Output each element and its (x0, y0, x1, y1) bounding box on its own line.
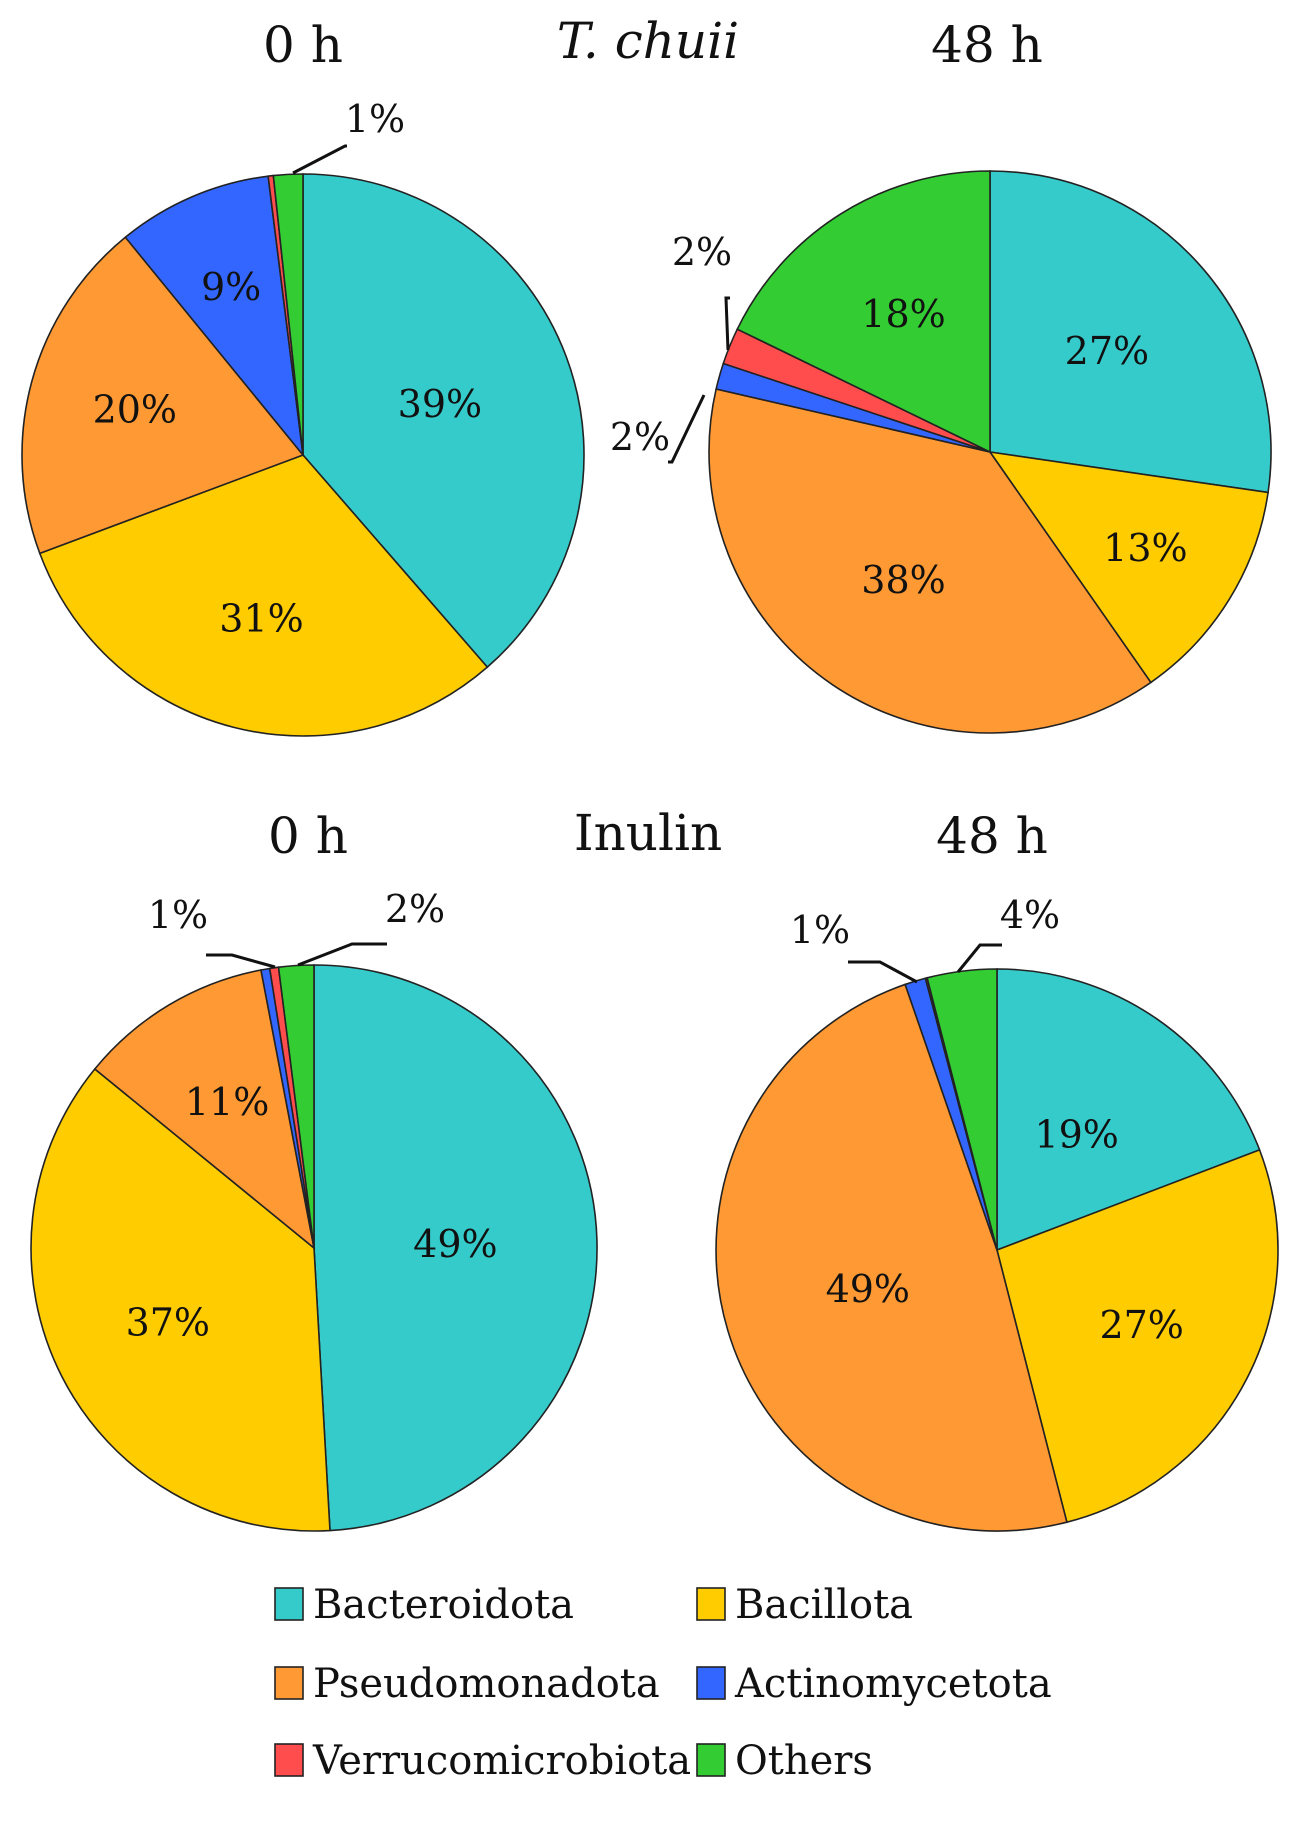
pie-2: 27% 13% 38% 2% 2% 18% (610, 170, 1272, 734)
pie-3-leader-verrucomicrobiota (206, 953, 276, 969)
pie-4-title: 48 h (936, 807, 1048, 865)
pie-2-slice-others (736, 170, 991, 454)
legend-swatch-verrucomicrobiota (274, 1743, 304, 1777)
pie-4-slice-bacteroidota (996, 968, 1261, 1252)
pie-3-label-pseudomonadota: 11% (185, 1080, 269, 1124)
pie-2-leader-verrucomicrobiota (724, 296, 730, 351)
pie-1-slice-bacillota (38, 454, 489, 737)
legend-swatch-bacillota (696, 1587, 726, 1621)
legend-label-actinomycetota: Actinomycetota (734, 1661, 1052, 1707)
group-1-title: T. chuii (557, 12, 739, 70)
group-2-title: Inulin (574, 804, 722, 862)
pie-1-slice-bacteroidota (302, 173, 585, 669)
pie-4-label-others: 4% (1000, 893, 1060, 937)
pie-1-slice-others (272, 173, 304, 456)
pie-4-leader-actinomycetota (848, 960, 918, 984)
pie-1-label-others: 1% (345, 97, 405, 141)
pie-1-leader-others (292, 144, 347, 175)
pie-3-title: 0 h (268, 807, 348, 865)
pie-4: 19% 27% 49% 1% 4% (715, 893, 1279, 1532)
pie-2-leader-actinomycetota (668, 394, 706, 464)
pie-2-label-bacillota: 13% (1103, 526, 1187, 570)
pie-3-slice-pseudomonadota (93, 969, 316, 1251)
pie-4-label-actinomycetota: 1% (790, 908, 850, 952)
pie-1-label-bacteroidota: 39% (398, 382, 482, 426)
legend-label-bacillota: Bacillota (735, 1582, 913, 1628)
pie-charts: 39% 31% 20% 9% 1% 27% 13% 38% 2% 2% 18% 49% 37% 11% 1%… (21, 97, 1279, 1532)
legend-swatch-actinomycetota (696, 1666, 726, 1700)
pie-3-label-verrucomicrobiota: 1% (148, 893, 208, 937)
pie-4-label-bacteroidota: 19% (1034, 1112, 1118, 1156)
pie-2-label-pseudomonadota: 38% (861, 558, 945, 602)
pie-3-slice-bacteroidota (313, 964, 598, 1532)
pie-4-leader-others (956, 943, 1002, 973)
pie-2-title: 48 h (931, 16, 1043, 74)
pie-1: 39% 31% 20% 9% 1% (21, 97, 585, 737)
pie-4-label-pseudomonadota: 49% (826, 1267, 910, 1311)
legend-label-bacteroidota: Bacteroidota (313, 1582, 574, 1628)
pie-1-label-pseudomonadota: 20% (93, 388, 177, 432)
pie-1-label-actinomycetota: 9% (201, 265, 261, 309)
pie-4-slice-pseudomonadota (715, 983, 1068, 1532)
pie-2-label-others: 18% (861, 292, 945, 336)
legend-swatch-pseudomonadota (274, 1666, 304, 1700)
pie-2-label-bacteroidota: 27% (1065, 329, 1149, 373)
pie-3-label-bacillota: 37% (126, 1301, 210, 1345)
legend-swatch-bacteroidota (274, 1587, 304, 1621)
pie-4-slice-bacillota (996, 1148, 1279, 1524)
pie-1-label-bacillota: 31% (219, 596, 303, 640)
legend: Bacteroidota Bacillota Pseudomonadota Actin… (274, 1582, 1052, 1784)
pie-4-label-bacillota: 27% (1099, 1303, 1183, 1347)
pie-3-slice-others (277, 964, 315, 1249)
pie-3-slice-bacillota (30, 1067, 331, 1532)
legend-label-verrucomicrobiota: Verrucomicrobiota (312, 1738, 691, 1784)
pie-4-slice-others (926, 968, 998, 1251)
pie-2-slice-bacteroidota (989, 170, 1272, 494)
pie-3-leader-others (297, 942, 387, 967)
pie-2-slice-bacillota (988, 450, 1269, 684)
pie-2-slice-pseudomonadota (708, 388, 1152, 734)
pie-2-label-actinomycetota: 2% (610, 415, 670, 459)
pie-1-slice-actinomycetota (124, 175, 305, 458)
pie-2-label-verrucomicrobiota: 2% (672, 230, 732, 274)
legend-label-others: Others (735, 1738, 873, 1784)
pie-3-label-others: 2% (385, 887, 445, 931)
pie-1-title: 0 h (263, 16, 343, 74)
pie-3: 49% 37% 11% 1% 2% (30, 887, 598, 1532)
pie-1-slice-pseudomonadota (21, 236, 305, 555)
legend-label-pseudomonadota: Pseudomonadota (313, 1661, 660, 1707)
legend-swatch-others (696, 1743, 726, 1777)
pie-3-label-bacteroidota: 49% (413, 1222, 497, 1266)
